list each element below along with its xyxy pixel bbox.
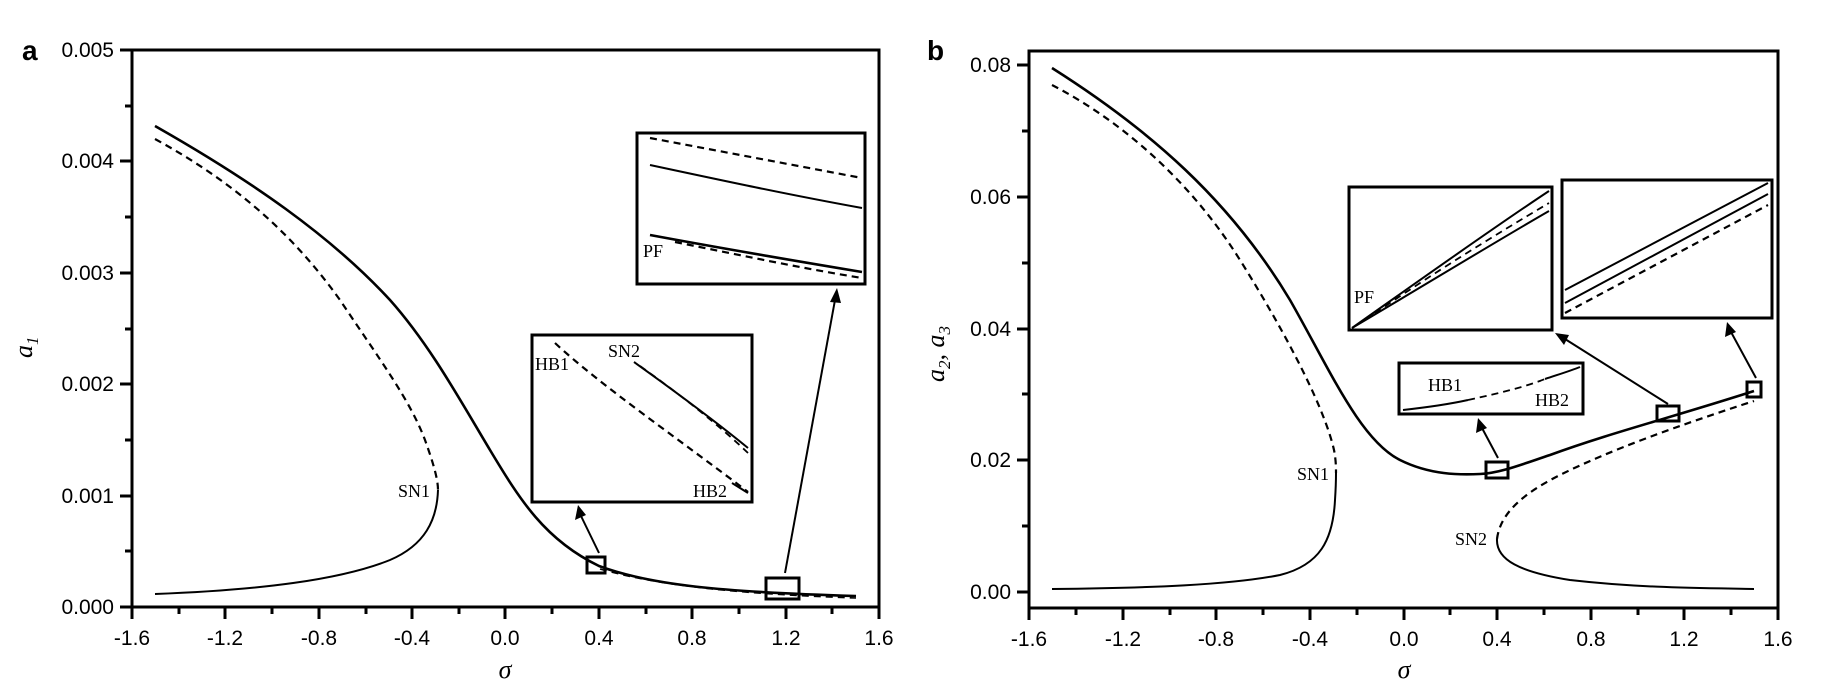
- panel-b-label-sn2: SN2: [1455, 529, 1487, 549]
- panel-b-zoom-box-end: [1745, 380, 1763, 399]
- inset-label-pf: PF: [643, 241, 663, 261]
- svg-text:0.000: 0.000: [61, 596, 114, 619]
- panel-b-x-axis-label: σ: [1398, 655, 1412, 684]
- panel-a-x-axis-label: σ: [499, 655, 513, 684]
- panel-b-zoom-box-hb: [1484, 460, 1510, 480]
- panel-b-sn2-unstable-curve: [1495, 399, 1755, 540]
- svg-text:1.6: 1.6: [864, 627, 893, 650]
- svg-text:1.6: 1.6: [1763, 628, 1792, 651]
- panel-b-arrow-to-pf-inset: [1555, 333, 1669, 405]
- panel-b-inset-hb: HB1 HB2: [1397, 361, 1585, 416]
- svg-text:0.0: 0.0: [490, 627, 519, 650]
- svg-text:-0.8: -0.8: [301, 627, 337, 650]
- inset-label-sn2: SN2: [608, 341, 640, 361]
- panel-a-lower-stable-curve: [154, 489, 439, 595]
- svg-text:0.001: 0.001: [61, 485, 114, 508]
- svg-text:a1: a1: [9, 337, 42, 359]
- svg-text:-1.6: -1.6: [1011, 628, 1047, 651]
- panel-a-y-axis-label: a1: [9, 337, 42, 359]
- svg-text:0.00: 0.00: [970, 581, 1011, 604]
- panel-a-unstable-curve: [154, 138, 440, 491]
- svg-text:0.003: 0.003: [61, 262, 114, 285]
- panel-a-arrow-to-pf-inset: [784, 288, 841, 574]
- svg-text:-1.2: -1.2: [207, 627, 243, 650]
- panel-b-x-ticks: [1027, 608, 1780, 620]
- svg-text:a2, a3: a2, a3: [921, 326, 954, 382]
- svg-text:0.8: 0.8: [1576, 628, 1605, 651]
- panel-a-label-sn1: SN1: [398, 481, 430, 501]
- inset-label-hb2-b: HB2: [1535, 390, 1569, 410]
- panel-a-y-tick-labels: 0.000 0.001 0.002 0.003 0.004 0.005: [61, 39, 114, 619]
- svg-text:0.005: 0.005: [61, 39, 114, 62]
- panel-b-x-tick-labels: -1.6 -1.2 -0.8 -0.4 0.0 0.4 0.8 1.2 1.6: [1011, 628, 1793, 651]
- svg-text:0.0: 0.0: [1389, 628, 1418, 651]
- panel-b-zoom-box-pf: [1655, 404, 1681, 423]
- svg-text:-0.8: -0.8: [1198, 628, 1234, 651]
- svg-text:0.02: 0.02: [970, 449, 1011, 472]
- panel-a-zoom-box-hb: [585, 555, 607, 575]
- panel-b-letter: b: [927, 35, 944, 66]
- svg-text:0.06: 0.06: [970, 186, 1011, 209]
- svg-text:0.002: 0.002: [61, 373, 114, 396]
- svg-text:-0.4: -0.4: [394, 627, 431, 650]
- svg-text:-0.4: -0.4: [1292, 628, 1329, 651]
- inset-label-hb2: HB2: [693, 481, 727, 501]
- panel-b-y-axis-label: a2, a3: [921, 326, 954, 382]
- panel-a-x-ticks: [130, 607, 881, 619]
- panel-a-inset-pf: PF: [635, 131, 867, 286]
- panel-b: b 0.00 0.02 0.04 0.06 0.08: [921, 35, 1793, 684]
- panel-b-upper-stable-curve: [1051, 66, 1755, 476]
- svg-text:0.004: 0.004: [61, 150, 114, 173]
- panel-b-label-sn1: SN1: [1297, 464, 1329, 484]
- panel-b-lower-right-stable-curve: [1495, 538, 1755, 590]
- panel-a-zoom-box-pf: [764, 576, 801, 601]
- panel-a-x-tick-labels: -1.6 -1.2 -0.8 -0.4 0.0 0.4 0.8 1.2 1.6: [114, 627, 894, 650]
- inset-label-pf-b: PF: [1354, 287, 1374, 307]
- panel-a-letter: a: [22, 35, 38, 66]
- svg-text:-1.2: -1.2: [1105, 628, 1141, 651]
- inset-label-hb1-b: HB1: [1428, 375, 1462, 395]
- svg-text:0.04: 0.04: [970, 318, 1011, 341]
- svg-text:1.2: 1.2: [1669, 628, 1698, 651]
- svg-text:0.4: 0.4: [1482, 628, 1512, 651]
- panel-b-y-ticks: [1017, 63, 1029, 594]
- panel-b-arrow-to-end-inset: [1725, 322, 1757, 379]
- panel-b-y-tick-labels: 0.00 0.02 0.04 0.06 0.08: [970, 54, 1011, 604]
- panel-a-tail-dashed: [599, 568, 857, 599]
- svg-text:0.08: 0.08: [970, 54, 1011, 77]
- svg-text:0.4: 0.4: [584, 627, 614, 650]
- inset-label-hb1: HB1: [535, 354, 569, 374]
- panel-b-inset-pf: PF: [1347, 185, 1554, 332]
- panel-a: a 0.000 0.001 0.002 0.003 0.004 0.005: [9, 35, 894, 684]
- panel-b-inset-end: [1560, 178, 1774, 320]
- svg-text:0.8: 0.8: [677, 627, 706, 650]
- panel-a-y-ticks: [120, 48, 132, 609]
- panel-b-arrow-to-hb-inset: [1476, 418, 1499, 459]
- svg-text:1.2: 1.2: [771, 627, 800, 650]
- panel-b-sn1-unstable-curve: [1051, 84, 1338, 474]
- panel-a-inset-hb: HB1 SN2 HB2: [530, 333, 754, 504]
- panel-b-lower-left-stable-curve: [1051, 472, 1337, 590]
- panel-a-upper-stable-curve: [154, 124, 857, 598]
- panel-a-arrow-to-hb-inset: [575, 505, 600, 554]
- svg-text:-1.6: -1.6: [114, 627, 150, 650]
